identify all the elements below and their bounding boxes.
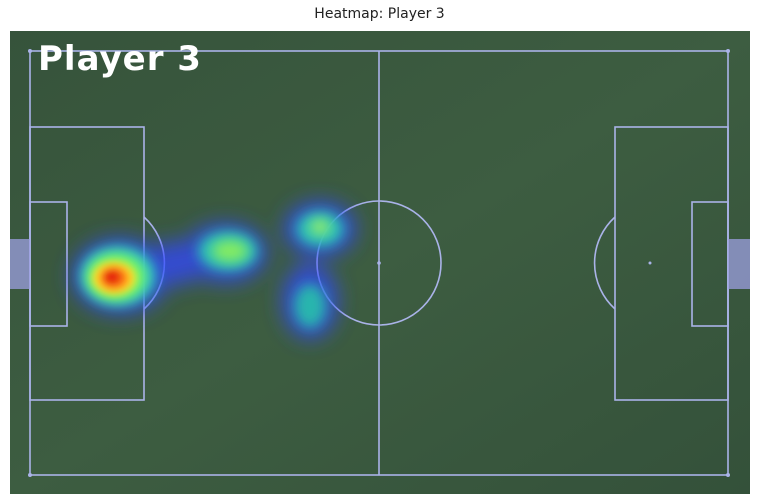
- chart-title: Heatmap: Player 3: [314, 6, 445, 22]
- left-goal: [10, 239, 30, 289]
- right-goal: [728, 239, 750, 289]
- pitch-image: [10, 31, 750, 494]
- right-penalty-arc: [593, 216, 616, 310]
- heatmap-figure: Player 3: [10, 31, 750, 494]
- player-label: Player 3: [38, 39, 202, 79]
- center-circle: [316, 200, 442, 326]
- corner-marks: [28, 49, 730, 477]
- heatmap-overlay: [72, 201, 356, 339]
